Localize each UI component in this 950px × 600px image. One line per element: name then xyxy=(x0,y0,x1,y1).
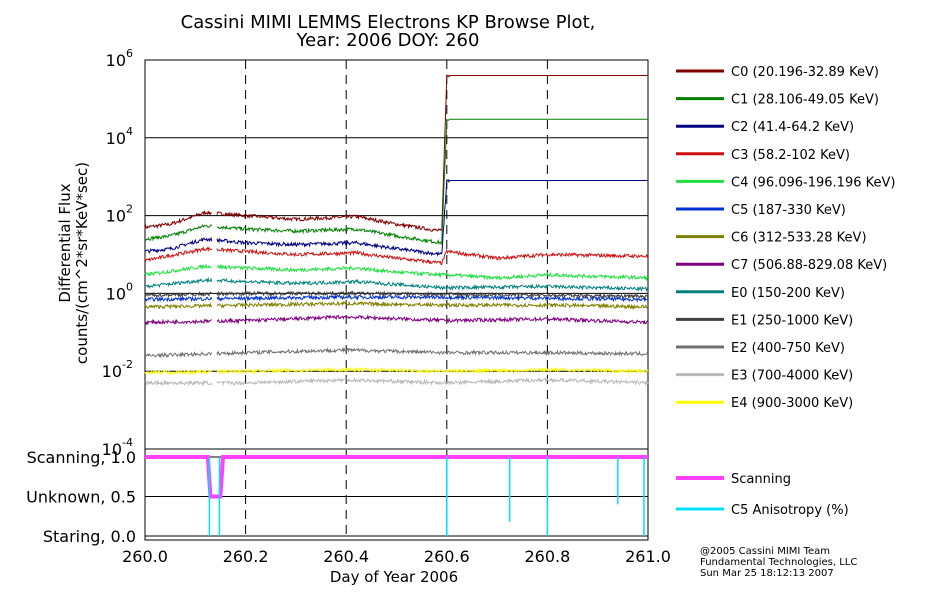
legend-label-1: C1 (28.106-49.05 KeV) xyxy=(731,93,879,108)
scanning-panel-frame xyxy=(144,448,649,541)
status-tick-label: Staring, 0.0 xyxy=(43,527,136,546)
y-axis-label-line2: counts/(cm^2*sr*KeV*sec) xyxy=(73,162,91,364)
series-line-0 xyxy=(144,74,648,232)
series-line-7 xyxy=(144,314,649,326)
x-tick-label: 260.6 xyxy=(424,547,470,566)
series-line-9 xyxy=(144,290,649,300)
y-tick-label: 100 xyxy=(106,280,133,303)
y-axis-label-line1: Differential Flux xyxy=(56,183,74,302)
x-tick-label: 260.8 xyxy=(524,547,570,566)
y-tick-label: 102 xyxy=(106,203,133,226)
legend-label-4: C4 (96.096-196.196 KeV) xyxy=(731,175,895,190)
x-tick-label: 261.0 xyxy=(625,547,671,566)
legend-label-2: C2 (41.4-64.2 KeV) xyxy=(731,120,854,135)
footer-copyright: @2005 Cassini MIMI Team xyxy=(700,546,830,557)
status-tick-label: Scanning, 1.0 xyxy=(27,448,136,467)
y-tick-label: 10-2 xyxy=(102,358,133,381)
x-tick-label: 260.0 xyxy=(122,547,168,566)
scanning-series-line xyxy=(145,455,648,499)
legend-label-bottom-1: C5 Anisotropy (%) xyxy=(731,503,849,518)
x-tick-label: 260.2 xyxy=(223,547,269,566)
x-axis-label: Day of Year 2006 xyxy=(330,568,458,586)
y-tick-label: 106 xyxy=(106,47,133,70)
status-tick-label: Unknown, 0.5 xyxy=(26,487,136,506)
series-line-4 xyxy=(144,263,649,282)
legend-label-10: E2 (400-750 KeV) xyxy=(731,341,845,356)
legend-label-12: E4 (900-3000 KeV) xyxy=(731,396,853,411)
legend-label-9: E1 (250-1000 KeV) xyxy=(731,313,853,328)
legend-label-6: C6 (312-533.28 KeV) xyxy=(731,231,867,246)
legend-label-5: C5 (187-330 KeV) xyxy=(731,203,846,218)
series-line-1 xyxy=(144,118,648,246)
series-line-2 xyxy=(144,178,648,257)
chart-title-line2: Year: 2006 DOY: 260 xyxy=(296,30,480,51)
legend-label-3: C3 (58.2-102 KeV) xyxy=(731,148,850,163)
series-line-12 xyxy=(144,366,649,376)
legend-label-0: C0 (20.196-32.89 KeV) xyxy=(731,65,879,80)
series-line-8 xyxy=(144,276,649,292)
footer-company: Fundamental Technologies, LLC xyxy=(700,557,857,568)
series-line-10 xyxy=(144,346,649,359)
scanning-panel: 260.0 260.2 260.4 260.6 260.8 261.0 Scanning, … xyxy=(26,448,671,566)
legend: C0 (20.196-32.89 KeV) C1 (28.106-49.05 Ke… xyxy=(676,65,895,518)
series-line-3 xyxy=(144,246,649,266)
y-tick-label: 104 xyxy=(106,125,133,148)
legend-label-bottom-0: Scanning xyxy=(731,472,791,487)
chart-title-line1: Cassini MIMI LEMMS Electrons KP Browse P… xyxy=(181,12,596,33)
legend-label-11: E3 (700-4000 KeV) xyxy=(731,369,853,384)
footer-timestamp: Sun Mar 25 18:12:13 2007 xyxy=(700,568,834,579)
legend-label-8: E0 (150-200 KeV) xyxy=(731,286,845,301)
series-line-5 xyxy=(144,293,649,303)
x-tick-label: 260.4 xyxy=(323,547,369,566)
series-line-11 xyxy=(144,377,649,387)
legend-label-7: C7 (506.88-829.08 KeV) xyxy=(731,258,887,273)
series-line-6 xyxy=(144,300,649,311)
